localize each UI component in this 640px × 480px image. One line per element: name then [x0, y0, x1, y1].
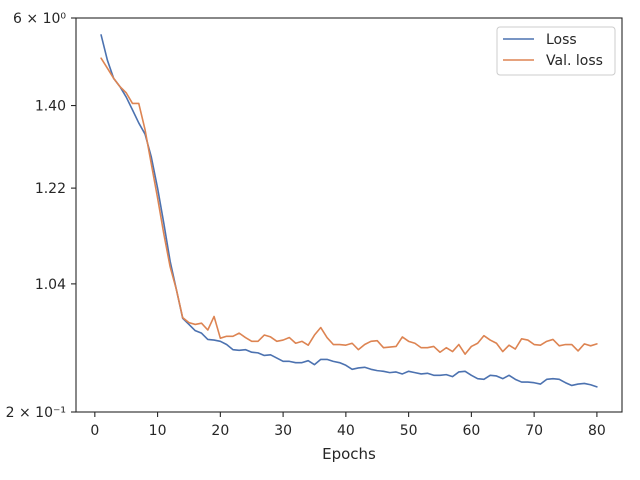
- x-tick-label: 0: [90, 423, 99, 439]
- x-tick-label: 20: [211, 423, 229, 439]
- legend: Loss Val. loss: [496, 26, 616, 76]
- y-tick-label: 1.04: [35, 277, 66, 293]
- x-tick-label: 60: [462, 423, 480, 439]
- x-axis-label: Epochs: [322, 445, 376, 463]
- y-tick-label: 2 × 10⁻¹: [6, 405, 66, 421]
- y-tick-label: 1.40: [35, 99, 66, 115]
- legend-label-loss: Loss: [546, 32, 577, 48]
- y-tick-label: 6 × 10⁰: [13, 11, 66, 27]
- series-line-val-loss: [100, 57, 598, 355]
- axis-group: 0 10 20 30 40 50 60 70 80 6 × 10⁰ 1.40 1.22 1.04 2 × …: [6, 11, 623, 439]
- y-tick-label: 1.22: [35, 181, 66, 197]
- x-tick-label: 70: [525, 423, 543, 439]
- x-tick-label: 40: [337, 423, 355, 439]
- x-tick-label: 80: [588, 423, 606, 439]
- legend-label-val-loss: Val. loss: [546, 53, 603, 69]
- series-group: [100, 34, 598, 388]
- x-tick-label: 50: [400, 423, 418, 439]
- x-tick-label: 10: [149, 423, 167, 439]
- x-tick-label: 30: [274, 423, 292, 439]
- plot-frame: [75, 17, 623, 413]
